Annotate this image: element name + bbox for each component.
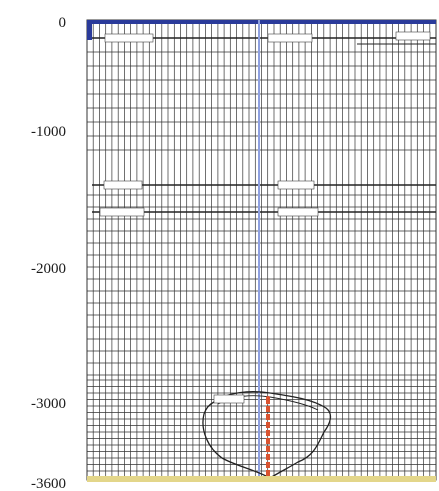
layer-line-1-label-1	[103, 180, 143, 190]
layer-line-1	[92, 180, 436, 190]
section-grid	[86, 19, 437, 481]
y-tick-label-2: -2000	[31, 261, 66, 277]
layer-line-0	[92, 31, 436, 45]
layer-line-0-label-1	[104, 33, 154, 43]
grid-vertical-lines	[92, 20, 431, 480]
y-tick-label-0: 0	[59, 15, 67, 31]
layer-line-0-label-2	[267, 33, 313, 43]
y-axis: 0 -1000 -2000 -3000 -3600	[31, 15, 66, 491]
y-tick-label-1: -1000	[31, 124, 66, 140]
y-tick-label-4: -3600	[31, 476, 66, 491]
layer-line-2-label-2	[277, 207, 319, 217]
top-frame-bar	[87, 20, 436, 24]
base-ground-band	[87, 476, 436, 482]
layer-line-2	[92, 207, 436, 217]
borehole-top-point	[266, 396, 270, 400]
anomaly-body-outline	[202, 391, 332, 479]
layer-line-1-label-2	[277, 180, 315, 190]
top-left-marker	[87, 20, 92, 40]
anomaly-label-box	[213, 394, 245, 404]
layer-line-0-label-3	[395, 31, 431, 41]
y-tick-label-3: -3000	[31, 396, 66, 412]
grid-horizontal-lines	[87, 51, 436, 478]
layer-line-2-label-1	[99, 207, 145, 217]
